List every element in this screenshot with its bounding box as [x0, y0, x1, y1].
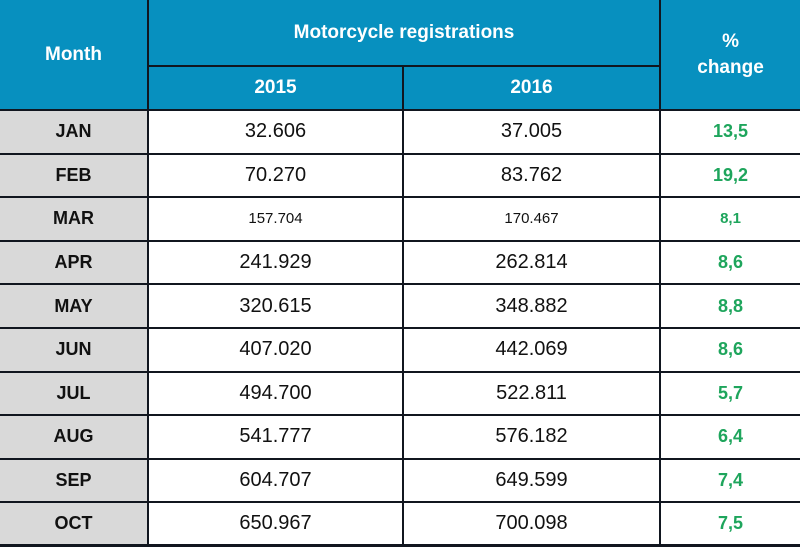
- table-row: JAN 32.606 37.005 13,5: [0, 109, 800, 155]
- table-row: AUG 541.777 576.182 6,4: [0, 414, 800, 460]
- value-2016-cell: 83.762: [401, 152, 662, 199]
- value-2015-cell: 650.967: [147, 501, 404, 547]
- value-2015-cell: 241.929: [147, 239, 404, 286]
- pct-change-cell: 13,5: [659, 109, 800, 155]
- value-2015-cell: 407.020: [147, 326, 404, 373]
- header-row-1: Month Motorcycle registrations % change: [0, 0, 800, 111]
- header-group-motorcycle-registrations: Motorcycle registrations: [146, 0, 662, 67]
- table-header: Month Motorcycle registrations % change …: [0, 0, 800, 111]
- value-2016-cell: 649.599: [401, 457, 662, 504]
- value-2015-cell: 32.606: [147, 109, 404, 155]
- value-2015-cell: 157.704: [147, 196, 404, 242]
- table-row: JUN 407.020 442.069 8,6: [0, 326, 800, 373]
- value-2016-cell: 700.098: [401, 501, 662, 547]
- value-2015-cell: 604.707: [147, 457, 404, 504]
- pct-change-cell: 8,6: [659, 239, 800, 286]
- month-cell: MAY: [0, 283, 149, 329]
- table-row: OCT 650.967 700.098 7,5: [0, 501, 800, 547]
- month-cell: JUL: [0, 370, 149, 417]
- month-cell: MAR: [0, 196, 149, 242]
- month-cell: FEB: [0, 152, 149, 199]
- table-row: SEP 604.707 649.599 7,4: [0, 457, 800, 504]
- header-year-2015: 2015: [148, 65, 404, 111]
- pct-change-cell: 7,5: [659, 501, 800, 547]
- table-row: MAR 157.704 170.467 8,1: [0, 196, 800, 242]
- value-2016-cell: 262.814: [401, 239, 662, 286]
- month-cell: APR: [0, 239, 149, 286]
- pct-change-cell: 5,7: [659, 370, 800, 417]
- pct-change-cell: 7,4: [659, 457, 800, 504]
- month-cell: OCT: [0, 501, 149, 547]
- month-cell: JAN: [0, 109, 149, 155]
- header-pct-change: % change: [659, 0, 800, 111]
- table-body: JAN 32.606 37.005 13,5 FEB 70.270 83.762 19,2 MA…: [0, 109, 800, 547]
- table-row: FEB 70.270 83.762 19,2: [0, 152, 800, 199]
- pct-change-cell: 6,4: [659, 414, 800, 460]
- header-month: Month: [0, 0, 149, 111]
- pct-change-cell: 8,6: [659, 326, 800, 373]
- table-row: MAY 320.615 348.882 8,8: [0, 283, 800, 329]
- value-2016-cell: 348.882: [401, 283, 662, 329]
- value-2016-cell: 37.005: [401, 109, 662, 155]
- value-2016-cell: 576.182: [401, 414, 662, 460]
- table-row: APR 241.929 262.814 8,6: [0, 239, 800, 286]
- pct-change-cell: 19,2: [659, 152, 800, 199]
- header-year-2016: 2016: [401, 65, 661, 111]
- header-row-2: 2015 2016: [0, 65, 800, 111]
- pct-change-cell: 8,1: [659, 196, 800, 242]
- value-2015-cell: 494.700: [147, 370, 404, 417]
- value-2016-cell: 442.069: [401, 326, 662, 373]
- header-pct-change-label: % change: [697, 30, 764, 78]
- month-cell: JUN: [0, 326, 149, 373]
- value-2016-cell: 522.811: [401, 370, 662, 417]
- value-2015-cell: 70.270: [147, 152, 404, 199]
- value-2016-cell: 170.467: [401, 196, 662, 242]
- value-2015-cell: 541.777: [147, 414, 404, 460]
- month-cell: AUG: [0, 414, 149, 460]
- pct-change-cell: 8,8: [659, 283, 800, 329]
- table-row: JUL 494.700 522.811 5,7: [0, 370, 800, 417]
- month-cell: SEP: [0, 457, 149, 504]
- value-2015-cell: 320.615: [147, 283, 404, 329]
